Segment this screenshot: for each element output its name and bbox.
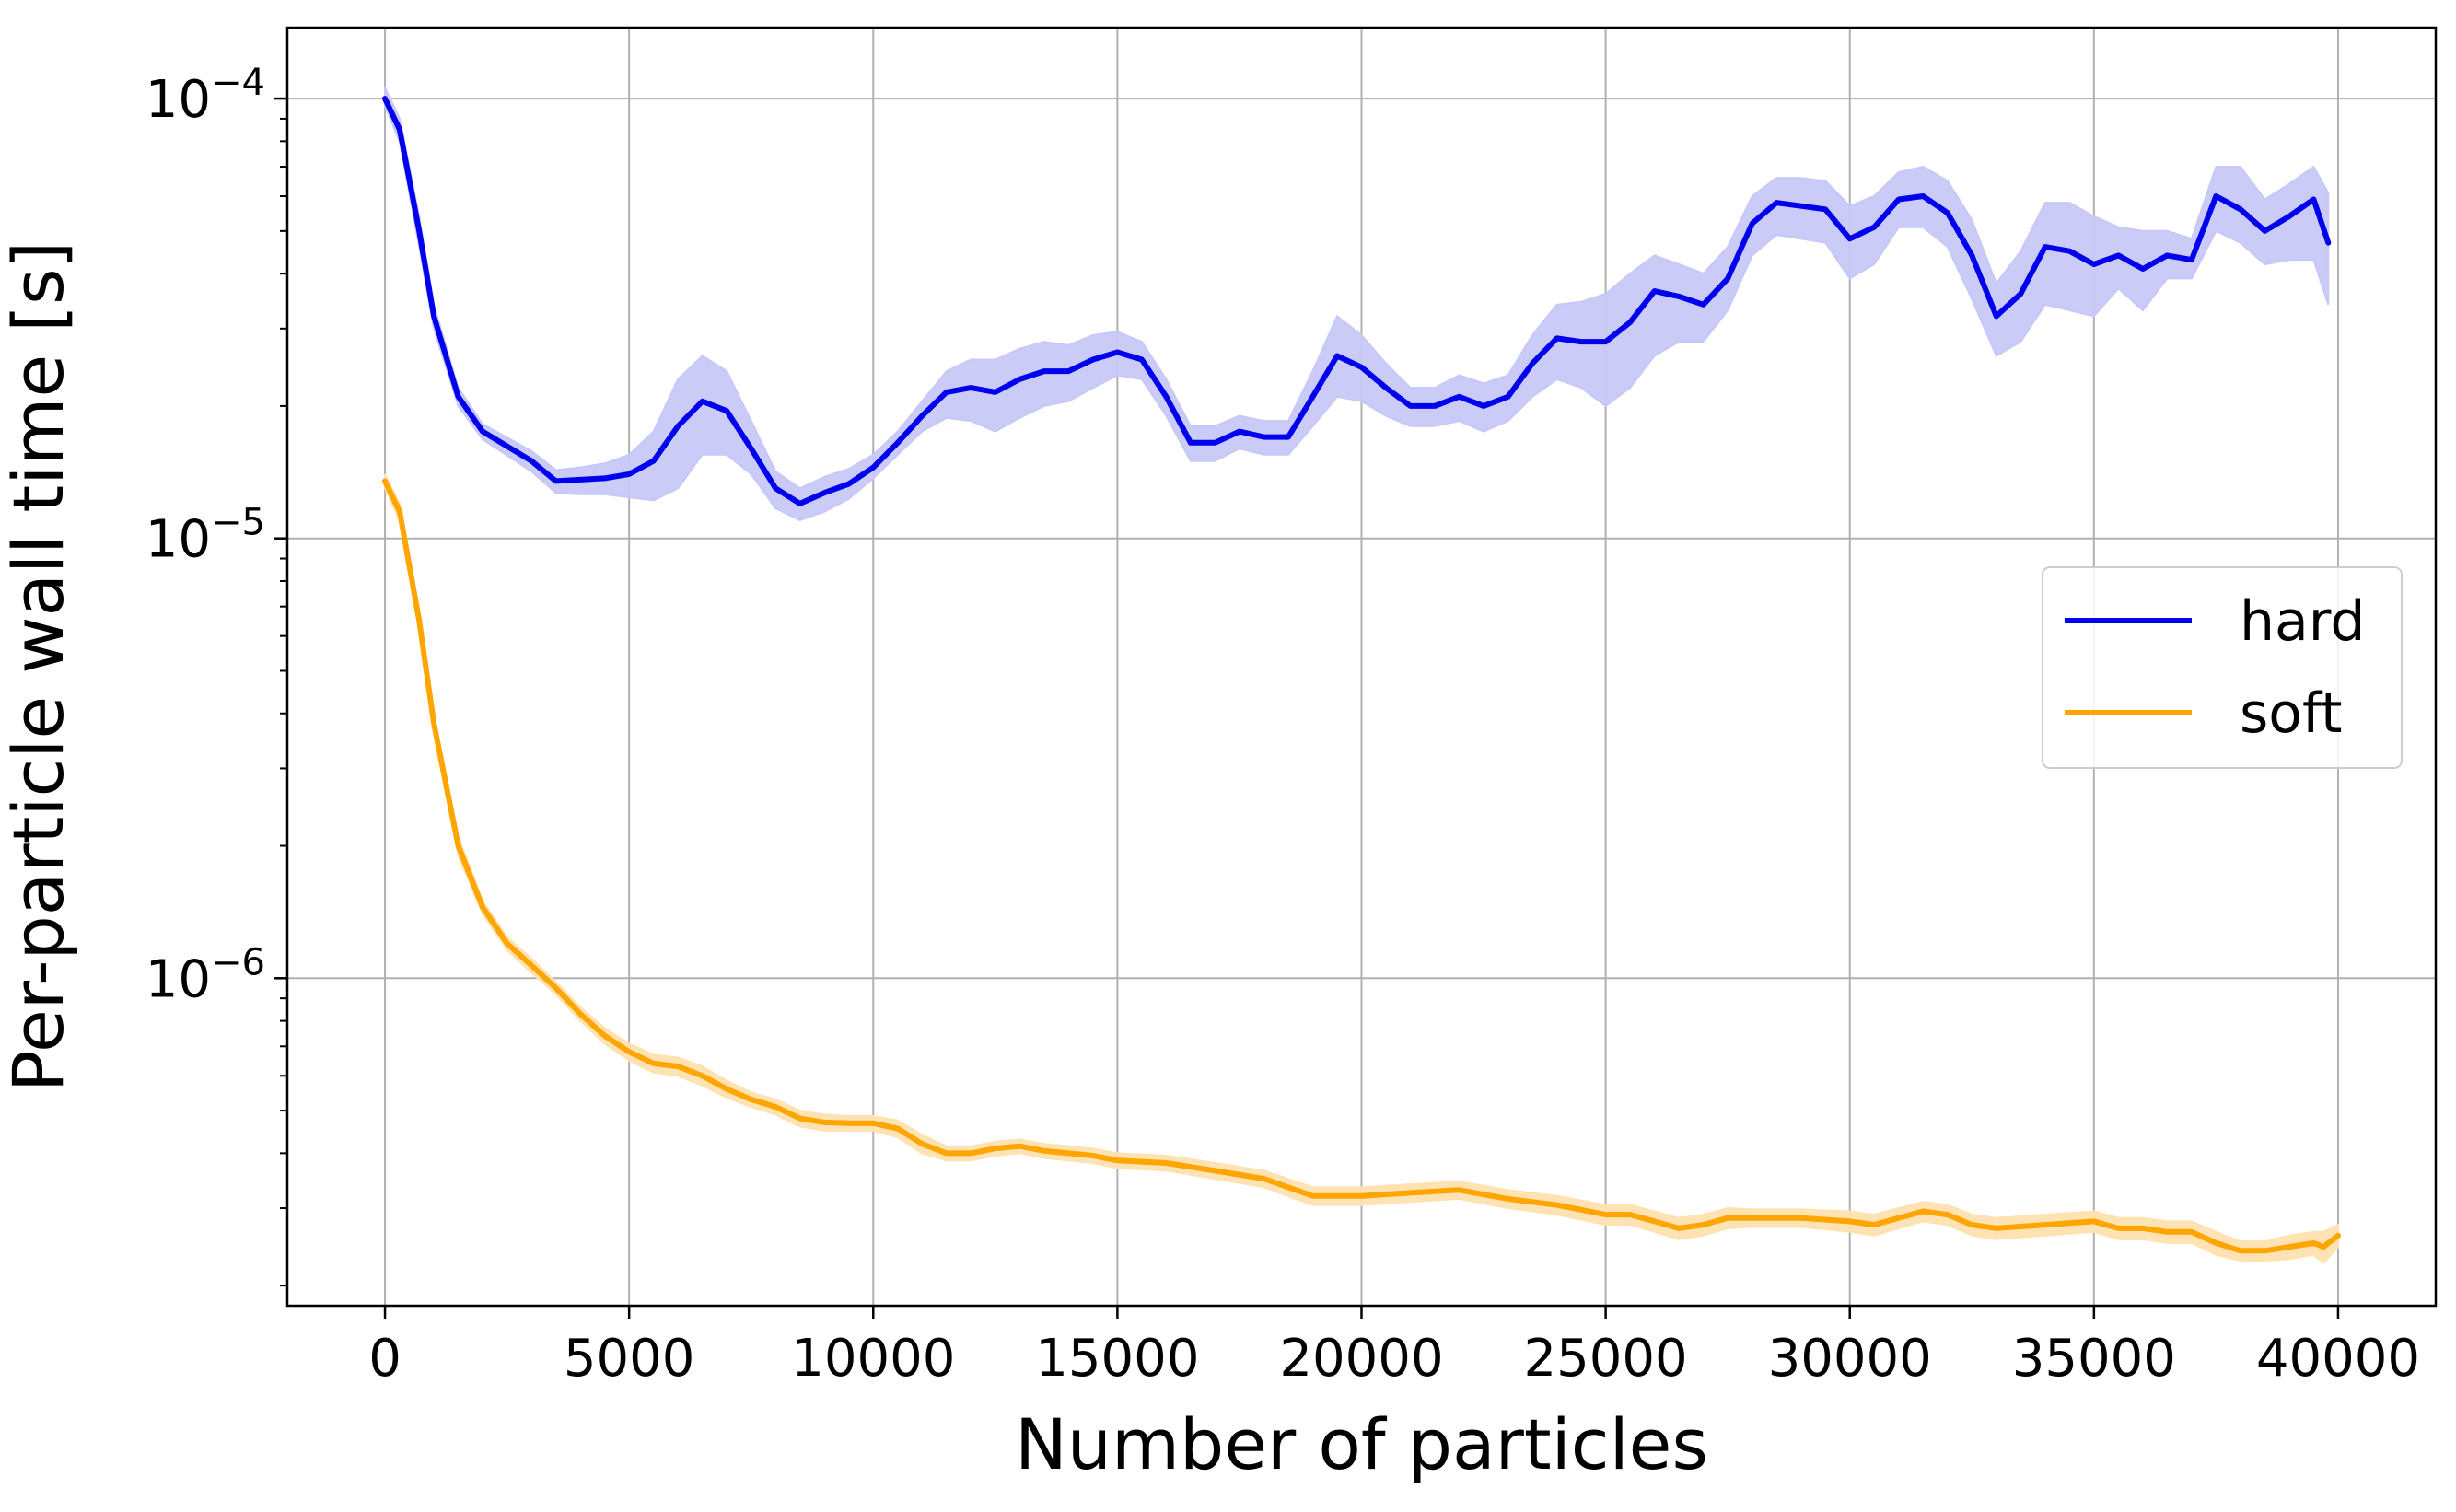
legend-label-hard: hard bbox=[2240, 589, 2366, 654]
y-axis-title: Per-particle wall time [s] bbox=[0, 241, 79, 1092]
x-tick-label: 5000 bbox=[564, 1329, 695, 1389]
legend-label-soft: soft bbox=[2240, 681, 2343, 746]
axis-ticks bbox=[274, 97, 2340, 1319]
confidence-bands bbox=[384, 87, 2339, 1265]
tick-labels: 0 5000 10000 15000 20000 25000 30000 35000 40000… bbox=[145, 62, 2420, 1389]
x-tick-label: 20000 bbox=[1279, 1329, 1443, 1389]
x-tick-label: 10000 bbox=[791, 1329, 955, 1389]
x-tick-label: 30000 bbox=[1768, 1329, 1932, 1389]
x-tick-label: 35000 bbox=[2012, 1329, 2176, 1389]
legend-box bbox=[2042, 566, 2403, 769]
series-line-soft bbox=[382, 478, 2341, 1254]
x-tick-label: 15000 bbox=[1035, 1329, 1199, 1389]
x-tick-label: 40000 bbox=[2256, 1329, 2420, 1389]
series-lines bbox=[382, 96, 2341, 1254]
series-line-hard bbox=[382, 96, 2332, 506]
band-soft bbox=[384, 473, 2339, 1265]
y-tick-label: 10−6 bbox=[145, 941, 265, 1009]
y-tick-label: 10−4 bbox=[145, 62, 265, 130]
x-axis-title: Number of particles bbox=[1015, 1403, 1708, 1485]
y-tick-label: 10−5 bbox=[145, 502, 265, 570]
legend: hard soft bbox=[2042, 566, 2403, 769]
x-tick-label: 25000 bbox=[1524, 1329, 1688, 1389]
x-tick-label: 0 bbox=[368, 1329, 402, 1389]
band-hard bbox=[384, 87, 2330, 521]
